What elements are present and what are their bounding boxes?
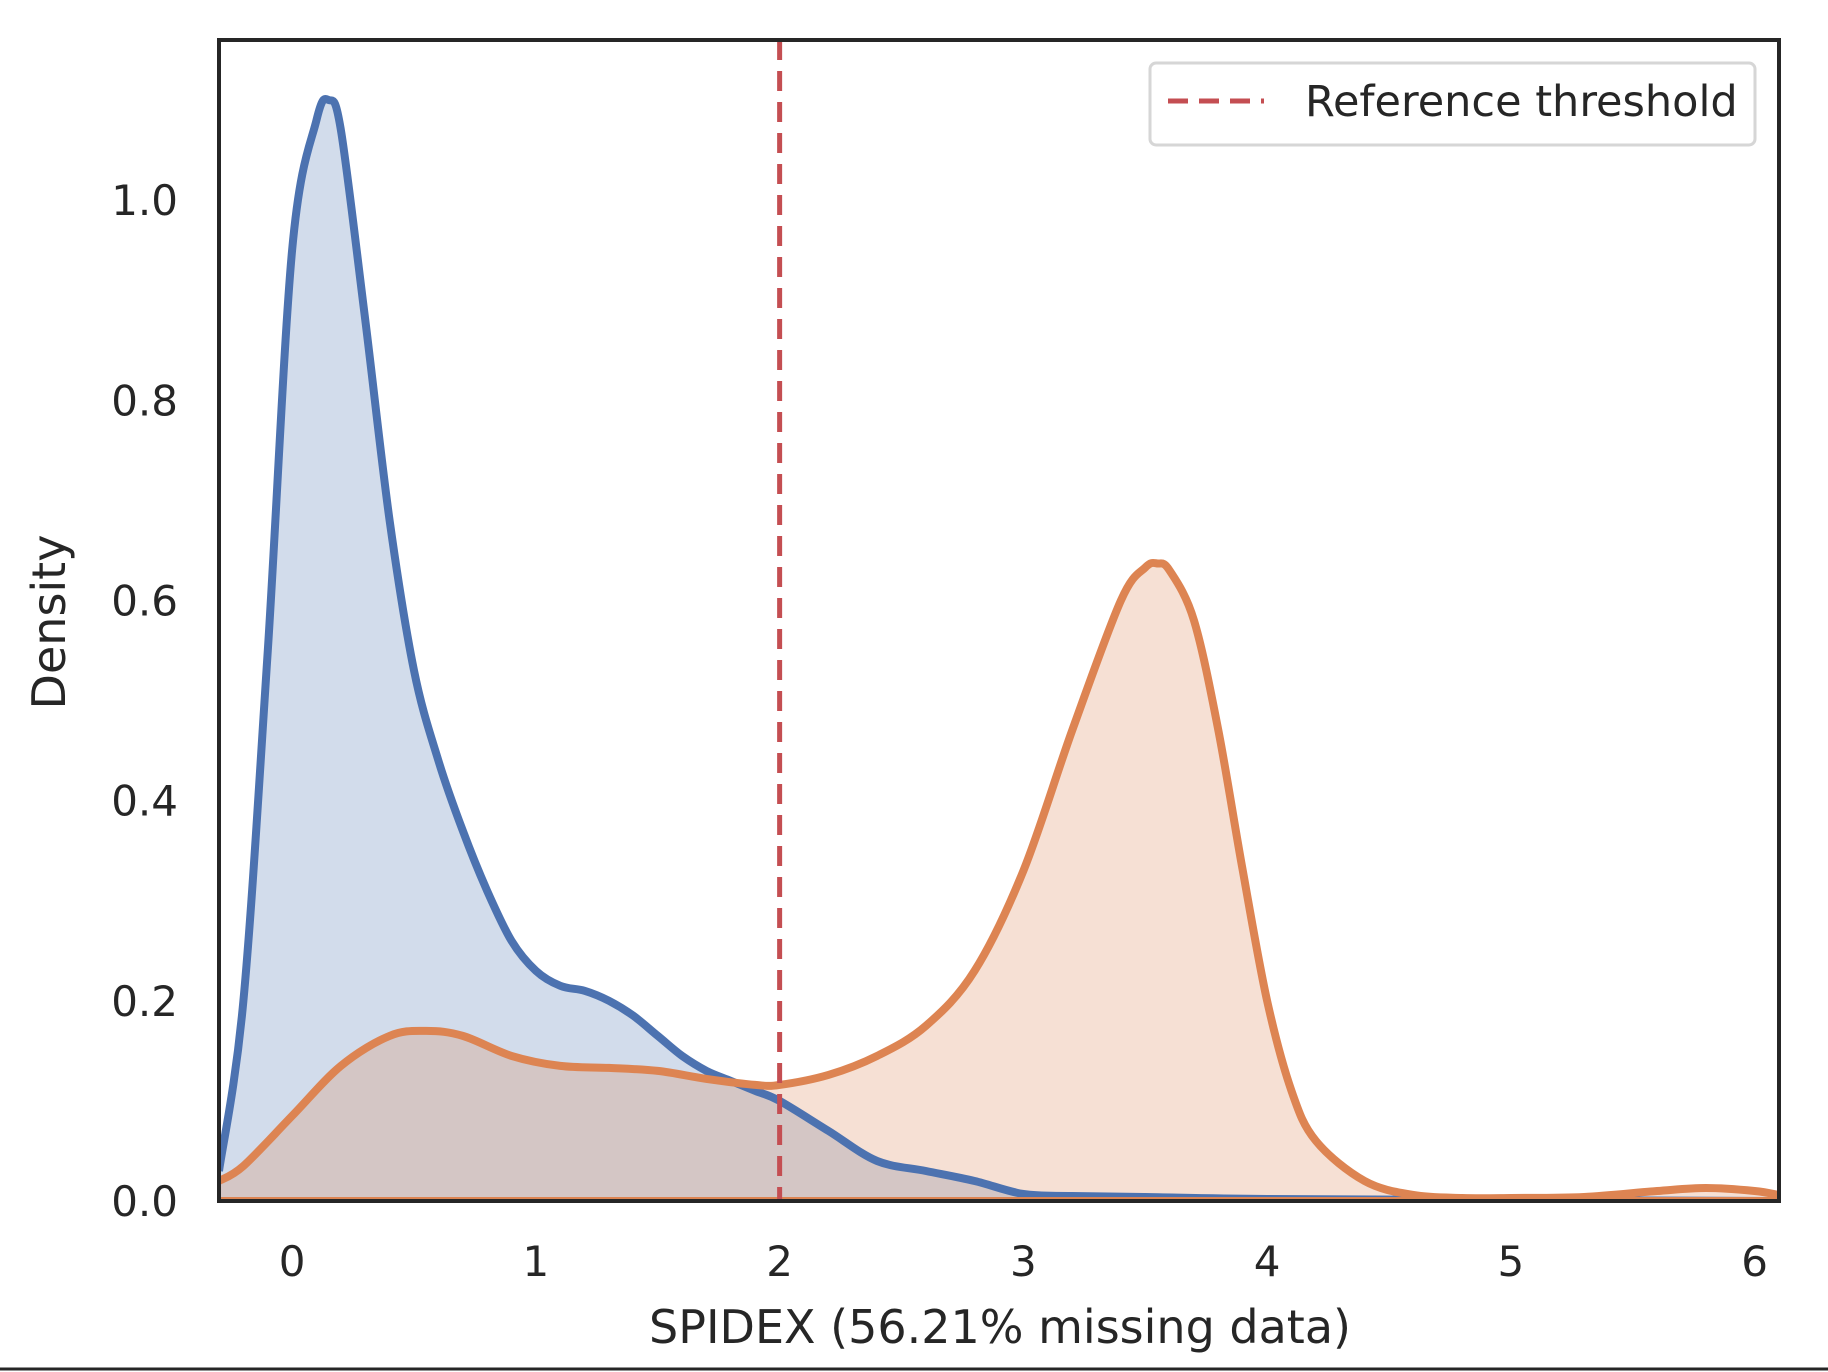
x-tick-label: 3 [1010,1237,1037,1286]
y-tick-label: 0.8 [111,376,178,425]
density-line-2 [219,558,1779,1201]
density-area-1 [219,98,1779,1201]
y-axis-label-group: Density [22,535,76,710]
y-tick-label: 0.4 [111,777,178,826]
plot-area [219,40,1779,1201]
axes: 0 1 2 3 4 5 6 0.0 0.2 0.4 0.6 0.8 1.0 [111,38,1781,1286]
plot-frame [217,38,1781,1203]
y-tick-label: 0.6 [111,576,178,625]
x-axis-label: SPIDEX (56.21% missing data) [649,1300,1351,1354]
legend: Reference threshold [1148,61,1757,147]
x-tick-label: 2 [766,1237,793,1286]
x-tick-label: 1 [523,1237,550,1286]
density-line-1 [219,94,1779,1201]
y-tick-label: 0.2 [111,977,178,1026]
x-tick-label: 0 [279,1237,306,1286]
y-tick-label: 0.0 [111,1177,178,1226]
legend-label-reference: Reference threshold [1305,77,1738,127]
density-area-2 [219,562,1779,1201]
y-tick-label: 1.0 [111,176,178,225]
x-tick-label: 6 [1741,1237,1768,1286]
x-tick-label: 4 [1254,1237,1281,1286]
legend-box [1148,61,1757,147]
x-tick-label: 5 [1498,1237,1525,1286]
y-axis-label: Density [22,535,76,710]
